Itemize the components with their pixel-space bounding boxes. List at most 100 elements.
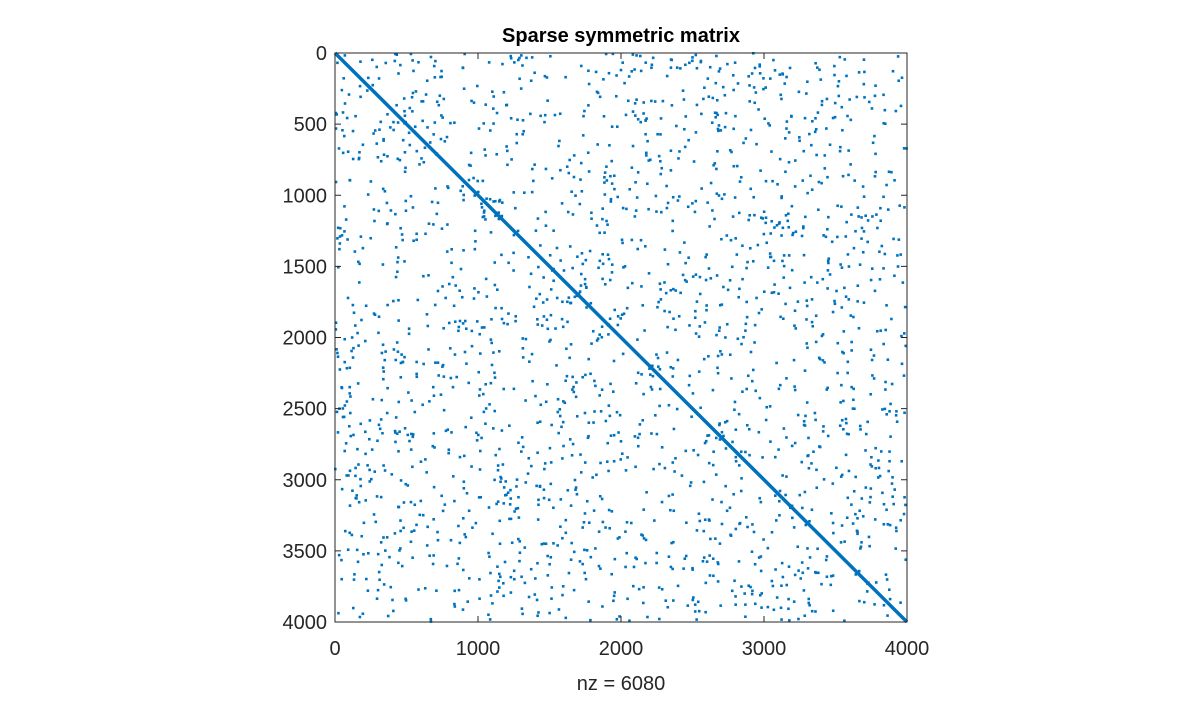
nonzero-point	[392, 609, 395, 613]
nonzero-point	[714, 115, 717, 119]
nonzero-point	[879, 329, 882, 332]
nonzero-point	[773, 494, 777, 497]
nonzero-point	[549, 338, 552, 342]
nonzero-point	[719, 129, 723, 132]
nonzero-point	[386, 614, 390, 618]
nonzero-point	[889, 402, 892, 406]
nonzero-point	[682, 98, 686, 101]
nonzero-point	[870, 107, 874, 110]
nonzero-point	[382, 464, 385, 467]
nonzero-point	[902, 147, 906, 150]
nonzero-point	[355, 494, 359, 497]
nonzero-point	[624, 530, 627, 533]
nonzero-point	[793, 573, 797, 577]
y-tick-label: 4000	[283, 612, 328, 634]
nonzero-point	[620, 238, 624, 242]
nonzero-point	[408, 106, 412, 110]
nonzero-point	[774, 568, 777, 571]
nonzero-point	[463, 52, 467, 56]
nonzero-point	[724, 484, 727, 488]
nonzero-point	[655, 432, 659, 436]
nonzero-point	[640, 285, 643, 288]
nonzero-point	[603, 231, 606, 234]
nonzero-point	[383, 358, 387, 362]
nonzero-point	[593, 379, 596, 383]
nonzero-point	[491, 90, 494, 93]
nonzero-point	[543, 74, 547, 78]
nonzero-point	[732, 88, 735, 92]
nonzero-point	[583, 461, 587, 464]
nonzero-point	[778, 514, 781, 517]
nonzero-point	[480, 436, 483, 440]
nonzero-point	[671, 375, 675, 378]
nonzero-point	[647, 207, 650, 211]
nonzero-point	[677, 315, 681, 318]
nonzero-point	[436, 289, 440, 293]
nonzero-point	[600, 388, 604, 392]
nonzero-point	[477, 290, 480, 294]
nonzero-point	[401, 238, 404, 242]
nonzero-point	[825, 388, 829, 391]
nonzero-point	[445, 250, 449, 253]
nonzero-point	[636, 371, 640, 375]
nonzero-point	[689, 481, 693, 484]
nonzero-point	[602, 115, 606, 118]
nonzero-point	[669, 169, 673, 172]
nonzero-point	[650, 388, 654, 391]
nonzero-point	[525, 56, 528, 60]
nonzero-point	[740, 342, 743, 346]
nonzero-point	[707, 267, 711, 270]
nonzero-point	[364, 499, 368, 502]
nonzero-point	[831, 574, 835, 577]
nonzero-point	[790, 268, 794, 272]
nonzero-point	[469, 151, 473, 155]
nonzero-point	[585, 499, 589, 503]
nonzero-point	[743, 592, 746, 595]
nonzero-point	[509, 56, 513, 60]
nonzero-point	[601, 605, 604, 608]
nonzero-point	[717, 329, 721, 332]
nonzero-point	[744, 329, 747, 332]
nonzero-point	[753, 602, 757, 606]
nonzero-point	[458, 289, 461, 292]
nonzero-point	[461, 568, 465, 572]
nonzero-point	[741, 277, 744, 281]
nonzero-point	[564, 518, 568, 522]
nonzero-point	[657, 300, 660, 304]
nonzero-point	[539, 244, 542, 247]
nonzero-point	[404, 166, 407, 170]
nonzero-point	[887, 170, 891, 174]
nonzero-point	[424, 232, 427, 236]
nonzero-point	[751, 368, 755, 372]
nonzero-point	[737, 412, 741, 416]
nonzero-point	[589, 555, 593, 559]
nonzero-point	[891, 476, 894, 479]
nonzero-point	[814, 127, 818, 131]
nonzero-point	[756, 243, 760, 247]
nonzero-point	[435, 212, 439, 216]
nonzero-point	[421, 513, 425, 517]
nonzero-point	[858, 599, 861, 603]
nonzero-point	[850, 213, 853, 216]
nonzero-point	[337, 611, 340, 615]
nonzero-point	[351, 489, 354, 493]
nonzero-point	[716, 366, 719, 370]
nonzero-point	[535, 297, 538, 300]
nonzero-point	[734, 459, 738, 463]
nonzero-point	[451, 275, 455, 279]
nonzero-point	[819, 78, 823, 81]
nonzero-point	[672, 317, 675, 321]
nonzero-point	[768, 255, 772, 259]
nonzero-point	[694, 53, 698, 57]
nonzero-point	[619, 68, 623, 72]
nonzero-point	[705, 253, 708, 256]
nonzero-point	[836, 204, 839, 208]
nonzero-point	[340, 558, 343, 562]
nonzero-point	[517, 537, 520, 541]
nonzero-point	[403, 260, 406, 263]
nonzero-point	[495, 152, 499, 156]
nonzero-point	[379, 418, 383, 421]
nonzero-point	[816, 66, 819, 69]
nonzero-point	[433, 76, 437, 79]
nonzero-point	[340, 487, 344, 491]
